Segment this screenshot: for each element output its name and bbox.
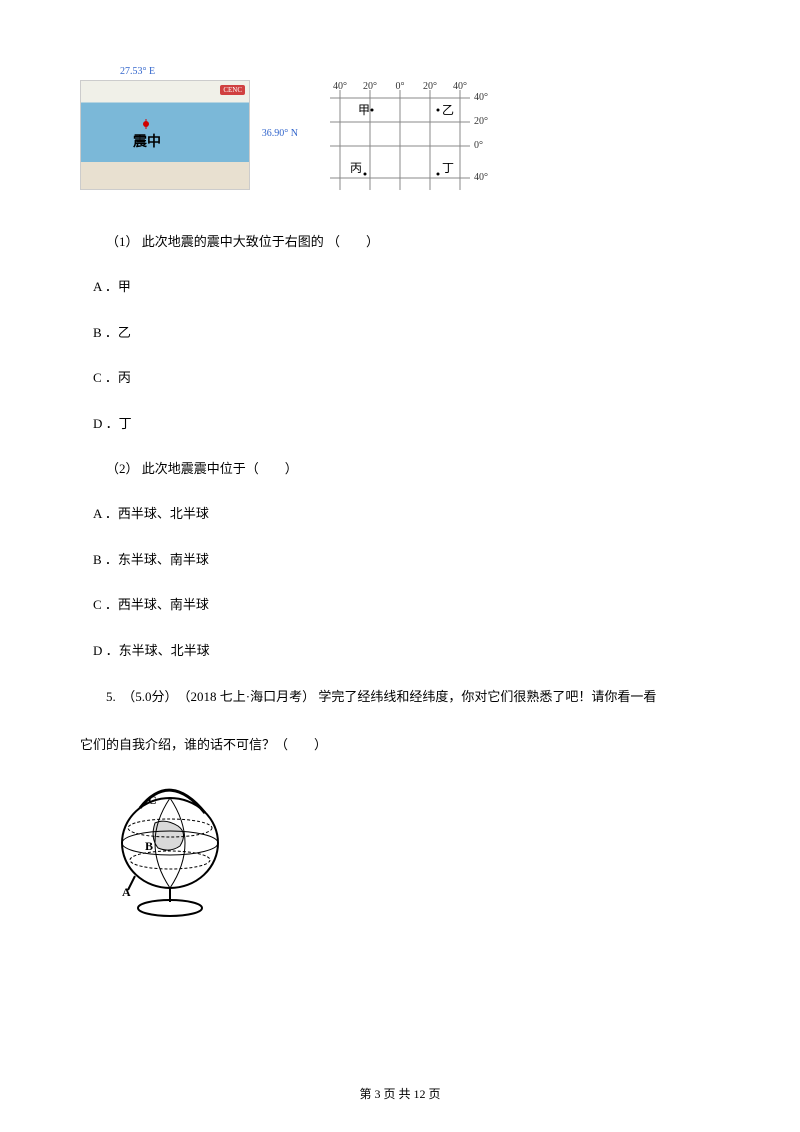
map-background: CENC 震中 — [80, 80, 250, 190]
q1-option-b: B ．乙 — [80, 321, 720, 344]
grid-point-yi: 乙 — [442, 103, 454, 117]
q1-option-a: A ．甲 — [80, 275, 720, 298]
grid-point-ding: 丁 — [442, 161, 454, 175]
q2-option-a: A ．西半球、北半球 — [80, 502, 720, 525]
q2-option-c: C ．西半球、南半球 — [80, 593, 720, 616]
grid-top-tick-2: 0° — [396, 81, 405, 92]
epicenter-label: 震中 — [133, 131, 161, 151]
q2-option-d: D ．东半球、北半球 — [80, 639, 720, 662]
grid-right-tick-1: 20° — [474, 116, 488, 127]
map-longitude-label: 27.53° E — [120, 66, 155, 77]
globe-label-b: B — [145, 839, 153, 853]
q1-option-d: D ．丁 — [80, 412, 720, 435]
globe-label-a: A — [122, 885, 131, 899]
q5-stem-line2: 它们的自我介绍，谁的话不可信？（ ） — [80, 732, 720, 758]
q1-stem: （1） 此次地震的震中大致位于右图的 （ ） — [80, 230, 720, 253]
q2-option-b: B ．东半球、南半球 — [80, 548, 720, 571]
map-latitude-label: 36.90° N — [262, 128, 298, 139]
globe-figure: A B C — [100, 778, 250, 938]
epicenter-map: 27.53° E CENC 震中 36.90° N — [80, 80, 250, 190]
grid-top-tick-3: 20° — [423, 81, 437, 92]
globe-svg: A B C — [100, 778, 250, 938]
grid-right-tick-0: 40° — [474, 92, 488, 103]
grid-right-tick-2: 0° — [474, 140, 483, 151]
grid-point-jia: 甲 — [358, 103, 370, 117]
grid-right-tick-3: 40° — [474, 172, 488, 183]
cenc-badge: CENC — [220, 85, 245, 95]
grid-top-tick-4: 40° — [453, 81, 467, 92]
coordinate-grid: 40° 20° 0° 20° 40° 40° 20° 0° 40° 甲 乙 丙 — [310, 80, 500, 200]
q1-option-c: C ．丙 — [80, 366, 720, 389]
grid-top-tick-0: 40° — [333, 81, 347, 92]
page-footer: 第 3 页 共 12 页 — [0, 1085, 800, 1102]
globe-label-c: C — [148, 793, 157, 807]
grid-point-bing: 丙 — [350, 161, 362, 175]
epicenter-marker-icon — [141, 119, 151, 129]
grid-top-tick-1: 20° — [363, 81, 377, 92]
grid-svg: 40° 20° 0° 20° 40° 40° 20° 0° 40° 甲 乙 丙 — [310, 80, 500, 200]
q2-stem: （2） 此次地震震中位于（ ） — [80, 457, 720, 480]
q5-stem-line1: 5. （5.0分） （2018 七上·海口月考） 学完了经纬线和经纬度，你对它们… — [80, 684, 720, 710]
figures-row: 27.53° E CENC 震中 36.90° N — [80, 80, 720, 200]
